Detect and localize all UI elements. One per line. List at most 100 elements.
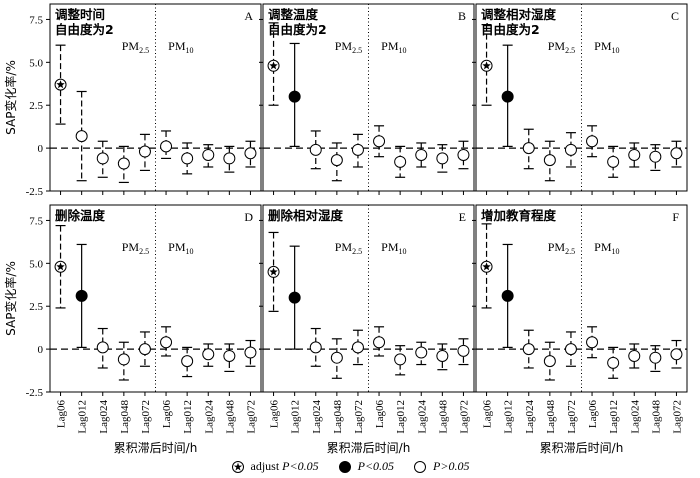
point-not-significant xyxy=(628,349,641,362)
point-not-significant xyxy=(138,145,151,158)
x-tick-label: Lag06 xyxy=(56,400,68,429)
point-not-significant xyxy=(160,140,173,153)
group-label-pm10-prefix: PM xyxy=(168,240,186,254)
point-not-significant xyxy=(373,135,386,148)
y-tick-label: 2.5 xyxy=(29,301,43,313)
point-not-significant xyxy=(457,344,470,357)
point-not-significant xyxy=(330,154,343,167)
legend-label-not-significant: P>0.05 xyxy=(433,459,470,474)
point-not-significant xyxy=(457,148,470,161)
x-tick-label: Lag024 xyxy=(311,400,323,434)
panel-letter: C xyxy=(671,9,679,23)
point-significant xyxy=(501,90,514,103)
point-significant xyxy=(75,289,88,302)
point-not-significant xyxy=(202,148,215,161)
point-not-significant xyxy=(138,343,151,356)
point-not-significant xyxy=(244,346,257,359)
group-label-pm25-sub: 2.5 xyxy=(565,247,575,256)
legend-item-significant: P<0.05 xyxy=(338,458,394,474)
x-tick-label: Lag012 xyxy=(182,400,194,434)
group-label-pm10: PM10 xyxy=(381,240,406,256)
point-not-significant xyxy=(309,341,322,354)
x-tick-label: Lag024 xyxy=(416,400,428,434)
point-star xyxy=(56,80,65,89)
y-tick-label: 5.0 xyxy=(29,57,43,69)
panel-title: 调整时间 xyxy=(55,7,105,22)
point-not-significant xyxy=(586,135,599,148)
x-tick-label: Lag06 xyxy=(374,400,386,429)
x-tick-label: Lag06 xyxy=(587,400,599,429)
x-tick-label: Lag024 xyxy=(203,400,215,434)
star-circle-icon xyxy=(231,460,244,473)
y-tick-label: 7.5 xyxy=(29,14,43,26)
y-tick-label: 7.5 xyxy=(29,215,43,227)
point-not-significant xyxy=(181,355,194,368)
group-label-pm25: PM2.5 xyxy=(335,240,362,256)
panel-title: 调整相对湿度 xyxy=(481,7,557,22)
point-not-significant xyxy=(373,336,386,349)
group-label-pm25-prefix: PM xyxy=(548,240,566,254)
group-label-pm25-sub: 2.5 xyxy=(139,46,149,55)
panel-title: 自由度为2 xyxy=(268,22,327,37)
y-tick-label: 5.0 xyxy=(29,258,43,270)
point-star xyxy=(56,262,65,271)
x-tick-label: Lag012 xyxy=(503,400,515,434)
point-not-significant xyxy=(649,150,662,163)
panel-title: 自由度为2 xyxy=(55,22,114,37)
group-label-pm25-sub: 2.5 xyxy=(565,46,575,55)
point-not-significant xyxy=(564,343,577,356)
panel-E: Lag06 Lag012 Lag024 Lag048 Lag072 Lag06 Lag012… xyxy=(259,204,475,434)
point-star xyxy=(269,267,278,276)
group-label-pm25-sub: 2.5 xyxy=(139,247,149,256)
panel-title: 删除温度 xyxy=(55,208,106,223)
panel-letter: B xyxy=(458,9,466,23)
point-not-significant xyxy=(96,341,109,354)
point-not-significant xyxy=(202,348,215,361)
point-significant xyxy=(288,291,301,304)
x-tick-label: Lag012 xyxy=(395,400,407,434)
legend: adjust P<0.05 P<0.05 P>0.05 xyxy=(0,458,700,474)
panel-letter: E xyxy=(459,210,466,224)
panel-title: 增加教育程度 xyxy=(481,208,557,223)
point-not-significant xyxy=(543,154,556,167)
group-label-pm25: PM2.5 xyxy=(122,240,149,256)
group-label-pm25: PM2.5 xyxy=(122,39,149,55)
group-label-pm10-sub: 10 xyxy=(612,46,620,55)
point-not-significant xyxy=(244,147,257,160)
legend-item-not-significant: P>0.05 xyxy=(413,458,469,474)
group-label-pm10-prefix: PM xyxy=(168,39,186,53)
x-tick-label: Lag072 xyxy=(671,400,683,434)
group-label-pm10-prefix: PM xyxy=(594,39,612,53)
x-tick-label: Lag048 xyxy=(650,400,662,434)
point-not-significant xyxy=(75,130,88,143)
group-label-pm10: PM10 xyxy=(594,39,619,55)
group-label-pm10: PM10 xyxy=(168,39,193,55)
group-label-pm25: PM2.5 xyxy=(548,240,575,256)
x-tick-label: Lag048 xyxy=(224,400,236,434)
point-not-significant xyxy=(607,356,620,369)
x-tick-label: Lag012 xyxy=(608,400,620,434)
point-not-significant xyxy=(351,143,364,156)
x-tick-label: Lag024 xyxy=(98,400,110,434)
point-not-significant xyxy=(394,353,407,366)
group-label-pm10-sub: 10 xyxy=(186,46,194,55)
legend-label-significant: P<0.05 xyxy=(357,459,395,474)
panel-letter: D xyxy=(244,210,253,224)
group-label-pm25-prefix: PM xyxy=(335,240,353,254)
legend-prefix-adjust: adjust xyxy=(250,459,283,474)
panel-title: 调整温度 xyxy=(268,7,319,22)
filled-circle-icon xyxy=(338,460,351,473)
x-tick-label: Lag048 xyxy=(437,400,449,434)
group-label-pm10-sub: 10 xyxy=(399,46,407,55)
panel-letter: F xyxy=(672,210,679,224)
x-tick-label: Lag048 xyxy=(545,400,557,434)
y-tick-label: -2.5 xyxy=(26,186,44,198)
point-not-significant xyxy=(436,152,449,165)
point-not-significant xyxy=(607,155,620,168)
group-label-pm25-sub: 2.5 xyxy=(352,247,362,256)
x-tick-label: Lag024 xyxy=(629,400,641,434)
point-star xyxy=(482,262,491,271)
